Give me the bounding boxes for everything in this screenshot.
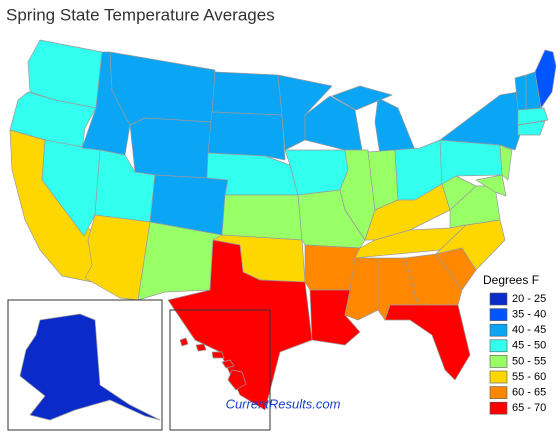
legend-label: 40 - 45 — [512, 324, 546, 336]
legend-label: 60 - 65 — [512, 387, 546, 399]
hawaii-inset-frame — [169, 309, 271, 431]
state — [221, 194, 303, 241]
legend-swatch — [489, 339, 508, 353]
state — [179, 337, 189, 347]
state — [207, 111, 286, 161]
state — [517, 120, 546, 136]
alaska-inset-frame — [7, 299, 163, 431]
state — [211, 71, 283, 116]
state — [129, 117, 213, 179]
legend-swatch — [489, 370, 508, 384]
legend-swatch — [489, 323, 508, 337]
state — [195, 343, 207, 352]
legend: 20 - 25 35 - 40 40 - 45 45 - 50 50 - 55 55 - … — [489, 292, 546, 415]
legend-label: 20 - 25 — [512, 293, 546, 305]
map-title: Spring State Temperature Averages — [6, 5, 275, 24]
state — [499, 144, 513, 181]
state — [167, 239, 313, 411]
state — [404, 253, 463, 306]
state — [227, 369, 247, 391]
legend-swatch — [489, 355, 508, 368]
legend-label: 55 - 60 — [512, 371, 546, 383]
legend-label: 45 - 50 — [512, 340, 546, 352]
state-shapes — [9, 39, 557, 411]
state — [137, 221, 223, 301]
footer-source: CurrentResults.com — [226, 396, 341, 411]
state — [384, 304, 471, 381]
legend-title: Degrees F — [483, 273, 539, 287]
state — [475, 174, 507, 197]
legend-swatch — [489, 386, 508, 399]
legend-swatch — [489, 308, 508, 321]
legend-label: 35 - 40 — [512, 309, 546, 321]
legend-label: 50 - 55 — [512, 355, 546, 367]
state — [9, 91, 97, 151]
state — [19, 313, 161, 421]
legend-label: 65 - 70 — [512, 402, 546, 414]
state — [331, 85, 393, 111]
state — [517, 107, 549, 126]
state — [211, 351, 225, 359]
legend-swatch — [489, 292, 508, 306]
state — [221, 359, 235, 369]
legend-swatch — [489, 401, 508, 415]
hawaii — [179, 337, 247, 391]
